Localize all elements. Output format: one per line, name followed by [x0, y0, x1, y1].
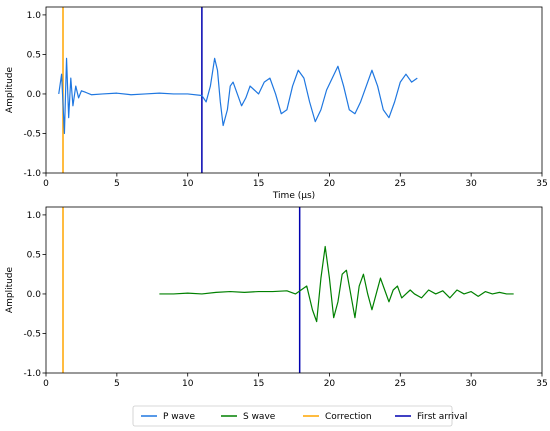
x-tick-label: 10 — [182, 179, 194, 189]
s-wave-series-line — [159, 245, 514, 323]
y-tick-label: 0.5 — [27, 50, 41, 60]
y-tick-label: 1.0 — [27, 11, 42, 21]
p-wave-subplot: 0 5 10 15 20 25 30 35 -1.0 -0.5 0.0 0.5 1.0 Time (µs)… — [5, 6, 548, 201]
x-tick-label: 5 — [114, 379, 120, 389]
x-tick-label: 15 — [253, 379, 264, 389]
y-tick-label: 0.0 — [27, 290, 42, 300]
y-tick-label: -0.5 — [23, 329, 41, 339]
x-tick-label: 10 — [182, 379, 194, 389]
x-tick-label: 35 — [536, 179, 547, 189]
axes-frame — [45, 6, 543, 174]
legend-label: Correction — [325, 412, 372, 422]
s-wave-subplot: 0 5 10 15 20 25 30 35 -1.0 -0.5 0.0 0.5 1.0 Amplitude — [5, 206, 548, 389]
y-tick-label: -0.5 — [23, 129, 41, 139]
p-wave-series-line — [58, 57, 418, 135]
x-tick-label: 25 — [395, 179, 406, 189]
legend: P wave S wave Correction First arrival — [132, 405, 467, 427]
y-tick-label: 1.0 — [27, 211, 42, 221]
x-tick-label: 0 — [43, 179, 49, 189]
legend-label: P wave — [163, 412, 195, 422]
y-tick-label: 0.0 — [27, 90, 42, 100]
x-tick-label: 15 — [253, 179, 264, 189]
x-tick-label: 30 — [465, 179, 477, 189]
y-tick-label: -1.0 — [23, 169, 41, 179]
legend-label: S wave — [243, 412, 276, 422]
axes-frame — [45, 206, 543, 374]
legend-label: First arrival — [417, 412, 467, 422]
x-tick-label: 20 — [324, 179, 336, 189]
legend-frame — [132, 405, 453, 427]
x-axis-label: Time (µs) — [272, 191, 315, 201]
x-tick-label: 30 — [465, 379, 477, 389]
x-tick-label: 0 — [43, 379, 49, 389]
y-tick-label: -1.0 — [23, 369, 41, 379]
x-tick-label: 5 — [114, 179, 120, 189]
y-tick-label: 0.5 — [27, 250, 41, 260]
x-tick-label: 25 — [395, 379, 406, 389]
x-tick-label: 20 — [324, 379, 336, 389]
x-tick-label: 35 — [536, 379, 547, 389]
y-axis-label: Amplitude — [5, 66, 15, 113]
y-axis-label: Amplitude — [5, 266, 15, 313]
